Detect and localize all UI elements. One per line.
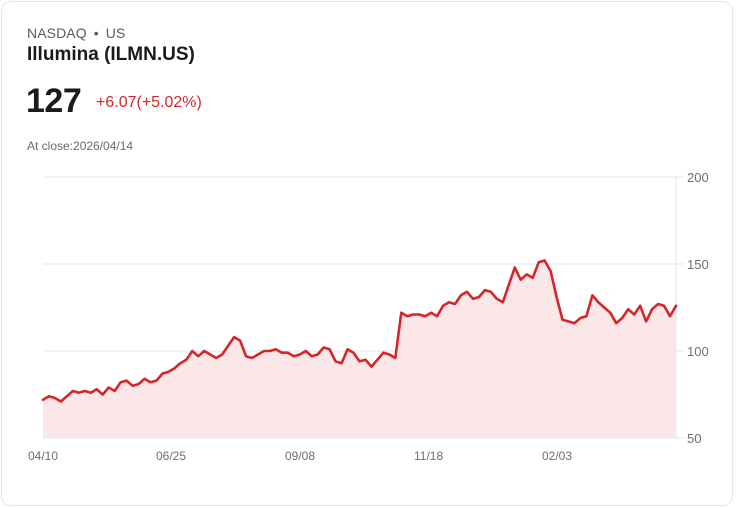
y-tick-label: 150 [687, 257, 709, 272]
price-area-fill [43, 260, 676, 438]
x-tick-label: 06/25 [156, 449, 186, 463]
current-price: 127 [26, 82, 82, 120]
price-line [41, 259, 678, 403]
y-axis: 200 150 100 50 [687, 170, 709, 446]
x-tick-label: 09/08 [285, 449, 315, 463]
x-axis: 04/10 06/25 09/08 11/18 02/03 [28, 449, 572, 463]
y-tick-label: 50 [687, 431, 701, 446]
y-tick-label: 100 [687, 344, 709, 359]
x-tick-label: 04/10 [28, 449, 58, 463]
separator-dot: • [93, 25, 99, 41]
y-tick-label: 200 [687, 170, 709, 185]
price-change: +6.07(+5.02%) [96, 94, 202, 111]
exchange-name: NASDAQ [27, 25, 87, 41]
market-name: US [105, 25, 126, 41]
x-tick-label: 11/18 [414, 449, 443, 463]
x-tick-label: 02/03 [542, 449, 572, 463]
exchange-line: NASDAQ • US [27, 25, 125, 41]
stock-title: Illumina (ILMN.US) [27, 44, 195, 65]
close-date: At close:2026/04/14 [27, 139, 134, 153]
